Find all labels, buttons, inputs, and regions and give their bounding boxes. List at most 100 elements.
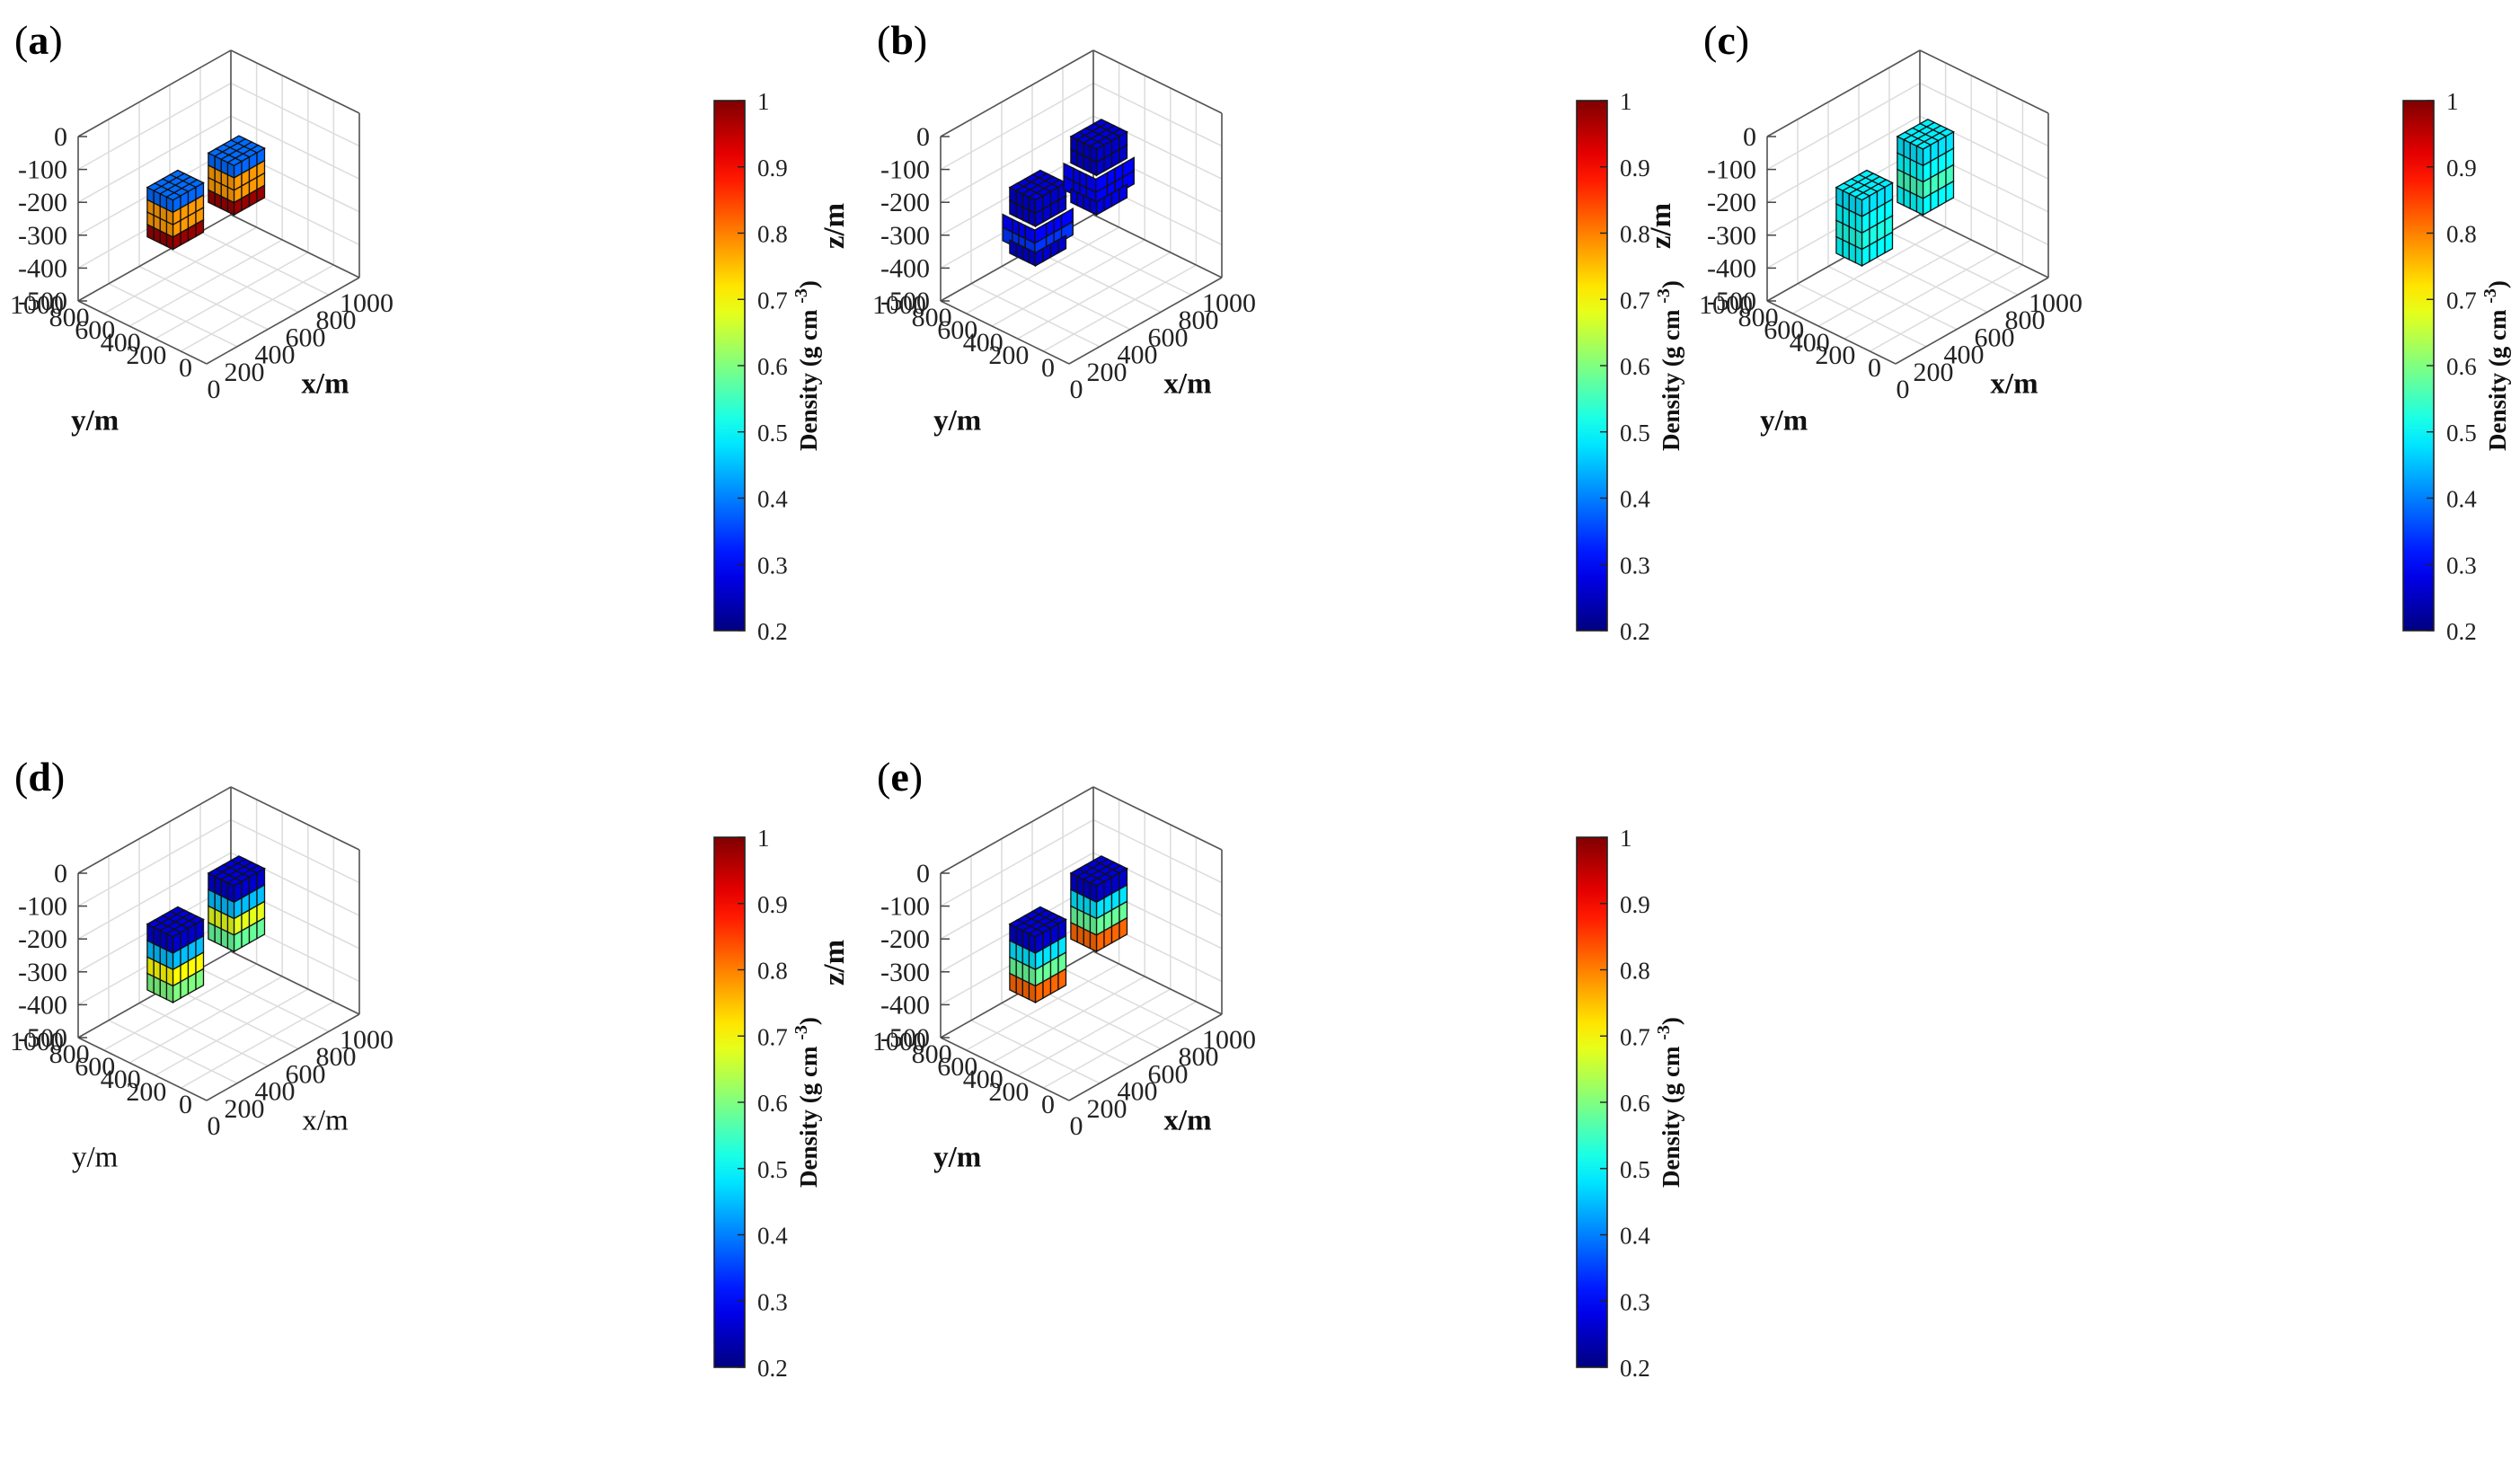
wall-gridline bbox=[77, 852, 232, 940]
voxel-cell bbox=[1057, 968, 1067, 991]
voxel-cell bbox=[1119, 144, 1128, 164]
axis-box-edge bbox=[940, 950, 1094, 1039]
colorbar-e: 0.2 0.3 0.4 0.5 0.6 0.7 0.8 0.9 1 Density (g cm -… bbox=[1576, 825, 1684, 1382]
axes-3d-e: 0-100-200-300-400-5000200400600800100002… bbox=[818, 786, 1256, 1174]
voxel-cell bbox=[1919, 119, 1936, 128]
wall-gridline bbox=[1919, 82, 2049, 147]
voxel-cell bbox=[248, 921, 258, 944]
colorbar-tick-label: 0.6 bbox=[1620, 1090, 1650, 1117]
floor-gridline-y bbox=[1017, 988, 1172, 1076]
colorbar-label: Density (g cm -3) bbox=[791, 1017, 822, 1188]
floor-gridline-x bbox=[970, 1020, 1101, 1084]
voxel-cell bbox=[1083, 194, 1092, 213]
y-tick-label: 800 bbox=[1738, 303, 1779, 332]
x-tick-label: 1000 bbox=[340, 288, 393, 318]
voxel-cell bbox=[1897, 184, 1905, 207]
voxel-cell bbox=[1031, 906, 1048, 915]
voxel-cell bbox=[1034, 980, 1044, 1004]
voxel-cell bbox=[1945, 180, 1955, 203]
floor-gridline-x bbox=[1797, 283, 1927, 348]
floor-gridline-y bbox=[1844, 252, 1998, 340]
density-body-1 bbox=[1002, 169, 1074, 268]
colorbar-label: Density (g cm -3) bbox=[1654, 1017, 1684, 1188]
z-tick-label: -100 bbox=[880, 155, 930, 185]
x-tick-label: 600 bbox=[1148, 1059, 1189, 1089]
voxel-cell bbox=[1076, 152, 1084, 171]
wall-gridline bbox=[940, 82, 1094, 171]
y-tick-label: 0 bbox=[1041, 1090, 1055, 1119]
axis-box-edge bbox=[940, 300, 1070, 365]
wall-gridline bbox=[1766, 115, 1921, 203]
z-tick-label: 0 bbox=[54, 122, 67, 152]
voxel-cell bbox=[214, 924, 222, 947]
colorbar-tick-label: 0.8 bbox=[757, 221, 788, 248]
floor-gridline-y bbox=[1043, 1001, 1197, 1089]
x-axis-label: x/m bbox=[1990, 367, 2038, 400]
axis-box-edge bbox=[1092, 214, 1223, 278]
axis-box-edge bbox=[940, 1037, 1070, 1101]
colorbar-tick-label: 0.3 bbox=[2446, 552, 2477, 579]
z-tick-label: -100 bbox=[18, 155, 67, 185]
voxel-cell bbox=[1869, 239, 1879, 263]
colorbar-tick-label: 0.6 bbox=[757, 1090, 788, 1117]
x-tick-label: 800 bbox=[316, 1042, 357, 1072]
colorbar-tick-label: 1 bbox=[2446, 88, 2459, 115]
colorbar-tick-label: 0.7 bbox=[757, 1023, 788, 1050]
z-tick-label: -400 bbox=[18, 253, 67, 283]
chart-d-svg: (d)0-100-200-300-400-5000200400600800100… bbox=[10, 754, 822, 1382]
voxel-cell bbox=[153, 226, 161, 244]
floor-gridline-y bbox=[991, 239, 1145, 327]
chart-e-svg: (e)0-100-200-300-400-5000200400600800100… bbox=[818, 754, 1684, 1382]
wall-gridline bbox=[940, 115, 1094, 203]
density-body-2 bbox=[207, 135, 266, 217]
voxel-cell bbox=[1076, 191, 1084, 210]
x-axis-label: x/m bbox=[1163, 367, 1211, 400]
voxel-cell bbox=[1909, 190, 1918, 213]
voxel-cell bbox=[1076, 924, 1084, 947]
voxel-cell bbox=[230, 855, 247, 864]
z-tick-label: -100 bbox=[880, 892, 930, 922]
axis-box-edge bbox=[1766, 300, 1897, 365]
colorbar-c: 0.2 0.3 0.4 0.5 0.6 0.7 0.8 0.9 1 Density (g cm -… bbox=[2402, 88, 2511, 645]
voxel-cell bbox=[1009, 199, 1017, 218]
z-tick-label: 0 bbox=[916, 122, 930, 152]
voxel-cell bbox=[187, 972, 197, 995]
z-tick-label: -400 bbox=[1707, 253, 1756, 283]
y-tick-label: 200 bbox=[988, 1077, 1029, 1107]
colorbar-tick-label: 1 bbox=[1620, 88, 1632, 115]
voxel-cell bbox=[1070, 188, 1078, 207]
density-body-1 bbox=[1835, 169, 1894, 268]
floor-gridline-x bbox=[1062, 231, 1192, 296]
panel-b: (b) 0 -100 -200 -300 -400 -500 0 200 400 600 800 100… bbox=[818, 0, 1684, 737]
voxel-cell bbox=[1028, 982, 1037, 1003]
y-tick-label: 400 bbox=[101, 328, 141, 358]
y-tick-label: 1000 bbox=[1699, 290, 1753, 320]
voxel-cell bbox=[1915, 194, 1924, 217]
voxel-cell bbox=[1028, 248, 1037, 267]
floor-gridline-y bbox=[103, 226, 257, 314]
colorbar-tick-label: 0.2 bbox=[1620, 618, 1650, 645]
wall-gridline bbox=[77, 115, 232, 203]
wall-gridline bbox=[230, 115, 360, 180]
voxel-cell bbox=[1103, 925, 1113, 949]
z-tick-label: -100 bbox=[18, 892, 67, 922]
axis-box-edge bbox=[230, 786, 360, 851]
density-body-1 bbox=[146, 906, 205, 1004]
y-tick-label: 400 bbox=[963, 1065, 1004, 1094]
floor-gridline-x bbox=[1031, 985, 1162, 1050]
colorbar-tick-label: 0.9 bbox=[2446, 155, 2477, 181]
colorbar-tick-label: 0.8 bbox=[2446, 221, 2477, 248]
z-tick-label: -300 bbox=[880, 958, 930, 987]
colorbar-tick-label: 0.9 bbox=[757, 891, 788, 918]
y-tick-label: 600 bbox=[75, 1052, 115, 1082]
voxel-cell bbox=[1854, 245, 1863, 267]
voxel-cell bbox=[1042, 976, 1052, 1000]
z-tick-label: 0 bbox=[1743, 122, 1756, 152]
voxel-cell bbox=[1015, 976, 1023, 997]
y-tick-label: 600 bbox=[937, 315, 977, 345]
floor-gridline-y bbox=[1792, 226, 1946, 314]
wall-gridline bbox=[77, 82, 232, 171]
voxel-cell bbox=[1930, 189, 1940, 212]
x-tick-label: 0 bbox=[1070, 375, 1083, 404]
y-tick-label: 600 bbox=[75, 315, 115, 345]
